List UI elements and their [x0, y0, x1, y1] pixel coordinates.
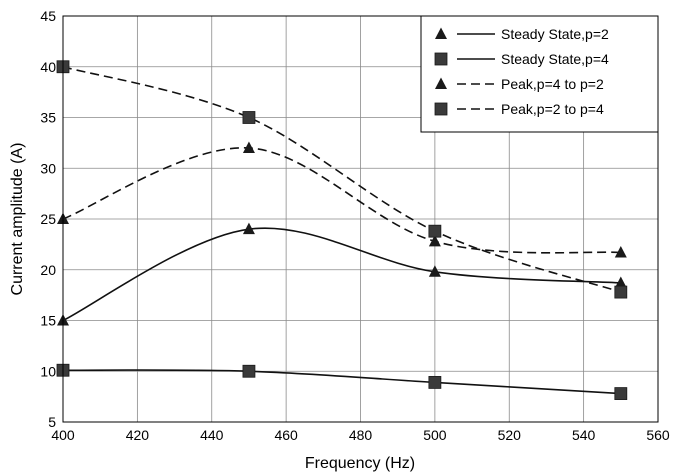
y-tick-label: 15 [40, 313, 56, 329]
series-3 [57, 141, 627, 258]
y-tick-label: 20 [40, 262, 56, 278]
y-tick-label: 35 [40, 110, 56, 126]
legend-label: Peak,p=4 to p=2 [501, 76, 604, 92]
square-marker [614, 285, 628, 299]
y-tick-label: 25 [40, 211, 56, 227]
legend-square-marker [434, 52, 448, 66]
x-tick-label: 420 [126, 427, 150, 443]
series-line [62, 65, 622, 293]
x-tick-label: 480 [349, 427, 373, 443]
y-tick-label: 10 [40, 363, 56, 379]
legend-entry: Peak,p=4 to p=2 [435, 76, 604, 92]
x-tick-label: 520 [498, 427, 522, 443]
triangle-marker [242, 222, 255, 235]
legend-triangle-marker [435, 27, 447, 39]
y-tick-label: 30 [40, 160, 56, 176]
y-tick-label: 40 [40, 59, 56, 75]
series-1 [57, 222, 627, 326]
series-line [62, 227, 621, 322]
square-marker [614, 387, 628, 400]
series-line [62, 369, 621, 395]
x-tick-label: 440 [200, 427, 224, 443]
legend-entry: Peak,p=2 to p=4 [434, 101, 604, 117]
legend-triangle-marker [435, 77, 447, 89]
x-axis-label: Frequency (Hz) [305, 455, 415, 472]
legend-entry: Steady State,p=4 [434, 51, 609, 67]
series-2 [56, 363, 628, 400]
triangle-marker [428, 234, 441, 247]
square-marker [428, 376, 442, 389]
x-tick-label: 400 [51, 427, 75, 443]
legend-label: Peak,p=2 to p=4 [501, 101, 604, 117]
y-tick-label: 45 [40, 8, 56, 24]
y-tick-label: 5 [48, 414, 56, 430]
triangle-marker [242, 141, 255, 153]
legend: Steady State,p=2 Steady State,p=4 Peak,p=4… [420, 15, 659, 133]
x-tick-label: 540 [572, 427, 596, 443]
square-marker [428, 224, 442, 238]
triangle-marker [614, 276, 627, 288]
legend-entry: Steady State,p=2 [435, 26, 609, 42]
triangle-marker [614, 246, 627, 258]
plot-frame [62, 15, 659, 423]
x-tick-label: 460 [274, 427, 298, 443]
legend-square-marker [434, 102, 448, 116]
square-marker [242, 111, 256, 124]
tick-labels: 400 420 440 460 480 500 520 540 560 5 10 15 20 25 30 35… [40, 8, 669, 443]
series-line [62, 147, 621, 254]
legend-box [420, 15, 659, 133]
x-tick-label: 500 [423, 427, 447, 443]
legend-label: Steady State,p=2 [501, 26, 609, 42]
square-marker [242, 364, 256, 378]
series-4 [56, 60, 628, 299]
legend-label: Steady State,p=4 [501, 51, 609, 67]
x-tick-label: 560 [646, 427, 670, 443]
triangle-marker [428, 265, 441, 277]
y-axis-label: Current amplitude (A) [9, 143, 26, 296]
